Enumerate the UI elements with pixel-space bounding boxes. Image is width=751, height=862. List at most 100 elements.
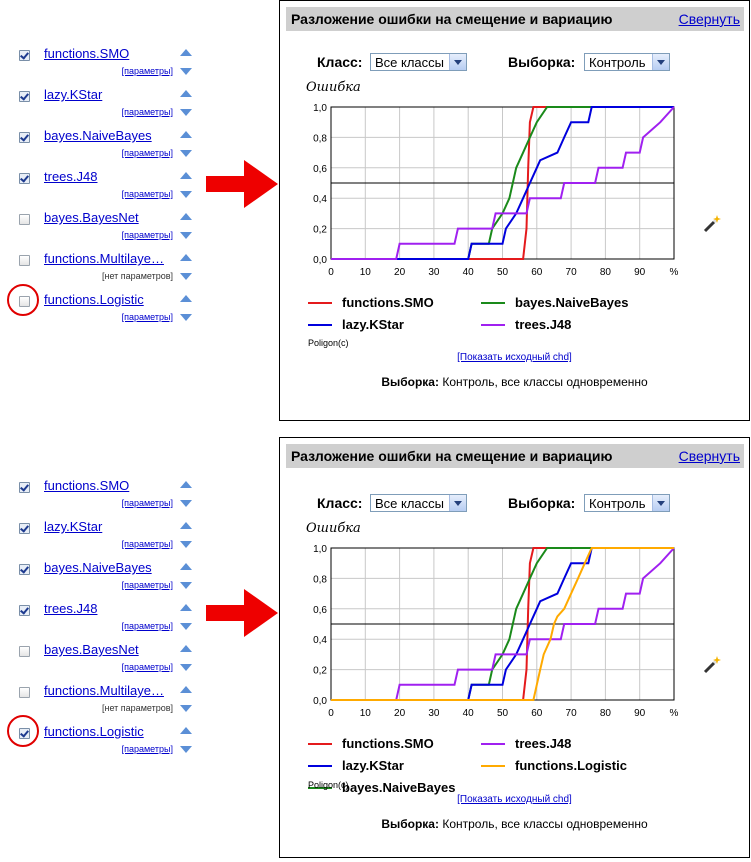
- move-up-icon[interactable]: [180, 522, 192, 529]
- algorithm-name-link[interactable]: functions.Logistic: [44, 724, 144, 739]
- x-tick-label: 50: [497, 708, 509, 719]
- algorithm-checkbox[interactable]: [19, 255, 30, 266]
- y-tick-label: 0,8: [313, 133, 327, 144]
- move-up-icon[interactable]: [180, 686, 192, 693]
- move-up-icon[interactable]: [180, 481, 192, 488]
- algorithm-name-link[interactable]: trees.J48: [44, 601, 98, 616]
- algorithm-checkbox[interactable]: [19, 523, 30, 534]
- magic-wand-icon[interactable]: [702, 655, 722, 675]
- highlight-circle: [7, 715, 39, 747]
- move-down-icon[interactable]: [180, 582, 192, 589]
- algorithm-params-link[interactable]: [параметры]: [121, 498, 173, 508]
- chevron-down-icon[interactable]: [652, 495, 669, 511]
- algorithm-checkbox[interactable]: [19, 50, 30, 61]
- x-tick-label: 20: [394, 708, 406, 719]
- show-chd-link-text[interactable]: [Показать исходный chd]: [457, 352, 572, 363]
- move-down-icon[interactable]: [180, 273, 192, 280]
- move-up-icon[interactable]: [180, 295, 192, 302]
- algorithm-params-link: [нет параметров]: [102, 271, 173, 281]
- algorithm-params-link[interactable]: [параметры]: [121, 312, 173, 322]
- move-down-icon[interactable]: [180, 150, 192, 157]
- algorithm-name-link[interactable]: functions.Multilaye…: [44, 683, 164, 698]
- move-down-icon[interactable]: [180, 232, 192, 239]
- algorithm-params-link[interactable]: [параметры]: [121, 66, 173, 76]
- chevron-down-icon[interactable]: [449, 54, 466, 70]
- algorithm-checkbox[interactable]: [19, 132, 30, 143]
- algorithm-checkbox[interactable]: [19, 173, 30, 184]
- algorithm-name-link[interactable]: bayes.NaiveBayes: [44, 560, 152, 575]
- move-down-icon[interactable]: [180, 109, 192, 116]
- panel-header: Разложение ошибки на смещение и вариацию…: [286, 7, 744, 31]
- algorithm-name-link[interactable]: functions.SMO: [44, 46, 130, 61]
- class-select[interactable]: Все классы: [370, 53, 467, 71]
- big-red-arrow-icon: [206, 160, 278, 208]
- collapse-link[interactable]: Свернуть: [678, 11, 740, 27]
- algorithm-params-link[interactable]: [параметры]: [121, 539, 173, 549]
- algorithm-checkbox[interactable]: [19, 482, 30, 493]
- algorithm-name-link[interactable]: bayes.NaiveBayes: [44, 128, 152, 143]
- move-down-icon[interactable]: [180, 500, 192, 507]
- sample-select[interactable]: Контроль: [584, 494, 670, 512]
- move-up-icon[interactable]: [180, 172, 192, 179]
- y-axis-label: Ошибка: [306, 521, 361, 536]
- algorithm-params-link[interactable]: [параметры]: [121, 662, 173, 672]
- move-down-icon[interactable]: [180, 705, 192, 712]
- algorithm-name-link[interactable]: functions.Logistic: [44, 292, 144, 307]
- comparison-section-after: functions.SMO [параметры] lazy.KStar [парам…: [0, 437, 751, 862]
- algorithm-name-link[interactable]: lazy.KStar: [44, 87, 103, 102]
- move-down-icon[interactable]: [180, 314, 192, 321]
- move-up-icon[interactable]: [180, 604, 192, 611]
- collapse-link[interactable]: Свернуть: [678, 448, 740, 464]
- magic-wand-icon[interactable]: [702, 214, 722, 234]
- algorithm-name-link[interactable]: functions.SMO: [44, 478, 130, 493]
- algorithm-name-link[interactable]: trees.J48: [44, 169, 98, 184]
- x-tick-label: 70: [566, 708, 578, 719]
- legend-label: trees.J48: [515, 736, 572, 751]
- algorithm-params-link[interactable]: [параметры]: [121, 230, 173, 240]
- algorithm-checkbox[interactable]: [19, 687, 30, 698]
- algorithm-name-link[interactable]: lazy.KStar: [44, 519, 103, 534]
- move-down-icon[interactable]: [180, 191, 192, 198]
- move-up-icon[interactable]: [180, 563, 192, 570]
- algorithm-params-link[interactable]: [параметры]: [121, 744, 173, 754]
- sample-summary-label: Выборка:: [381, 375, 439, 389]
- move-up-icon[interactable]: [180, 727, 192, 734]
- algorithm-params-link[interactable]: [параметры]: [121, 189, 173, 199]
- move-down-icon[interactable]: [180, 623, 192, 630]
- class-select[interactable]: Все классы: [370, 494, 467, 512]
- move-up-icon[interactable]: [180, 131, 192, 138]
- legend-item: functions.SMO: [308, 295, 488, 311]
- legend-item: bayes.NaiveBayes: [481, 295, 661, 311]
- sample-select[interactable]: Контроль: [584, 53, 670, 71]
- algorithm-name-link[interactable]: bayes.BayesNet: [44, 642, 139, 657]
- algorithm-checkbox[interactable]: [19, 564, 30, 575]
- algorithm-params-link[interactable]: [параметры]: [121, 107, 173, 117]
- chevron-down-icon[interactable]: [449, 495, 466, 511]
- panel-title: Разложение ошибки на смещение и вариацию: [291, 448, 613, 464]
- x-tick-label: 90: [634, 708, 646, 719]
- chevron-down-icon[interactable]: [652, 54, 669, 70]
- move-up-icon[interactable]: [180, 645, 192, 652]
- move-down-icon[interactable]: [180, 68, 192, 75]
- algorithm-params-link[interactable]: [параметры]: [121, 621, 173, 631]
- algorithm-checkbox[interactable]: [19, 605, 30, 616]
- move-up-icon[interactable]: [180, 90, 192, 97]
- algorithm-checkbox[interactable]: [19, 214, 30, 225]
- algorithm-checkbox[interactable]: [19, 91, 30, 102]
- legend-swatch: [308, 765, 332, 767]
- algorithm-name-link[interactable]: bayes.BayesNet: [44, 210, 139, 225]
- move-up-icon[interactable]: [180, 213, 192, 220]
- sample-label: Выборка:: [508, 54, 576, 70]
- move-down-icon[interactable]: [180, 664, 192, 671]
- algorithm-params-link[interactable]: [параметры]: [121, 148, 173, 158]
- show-chd-link-text[interactable]: [Показать исходный chd]: [457, 794, 572, 805]
- move-down-icon[interactable]: [180, 746, 192, 753]
- move-up-icon[interactable]: [180, 49, 192, 56]
- algorithm-params-link[interactable]: [параметры]: [121, 580, 173, 590]
- algorithm-name-link[interactable]: functions.Multilaye…: [44, 251, 164, 266]
- move-up-icon[interactable]: [180, 254, 192, 261]
- bias-variance-panel: Разложение ошибки на смещение и вариацию…: [279, 437, 750, 858]
- algorithm-checkbox[interactable]: [19, 646, 30, 657]
- poligon-credit: Poligon(c): [308, 780, 349, 790]
- move-down-icon[interactable]: [180, 541, 192, 548]
